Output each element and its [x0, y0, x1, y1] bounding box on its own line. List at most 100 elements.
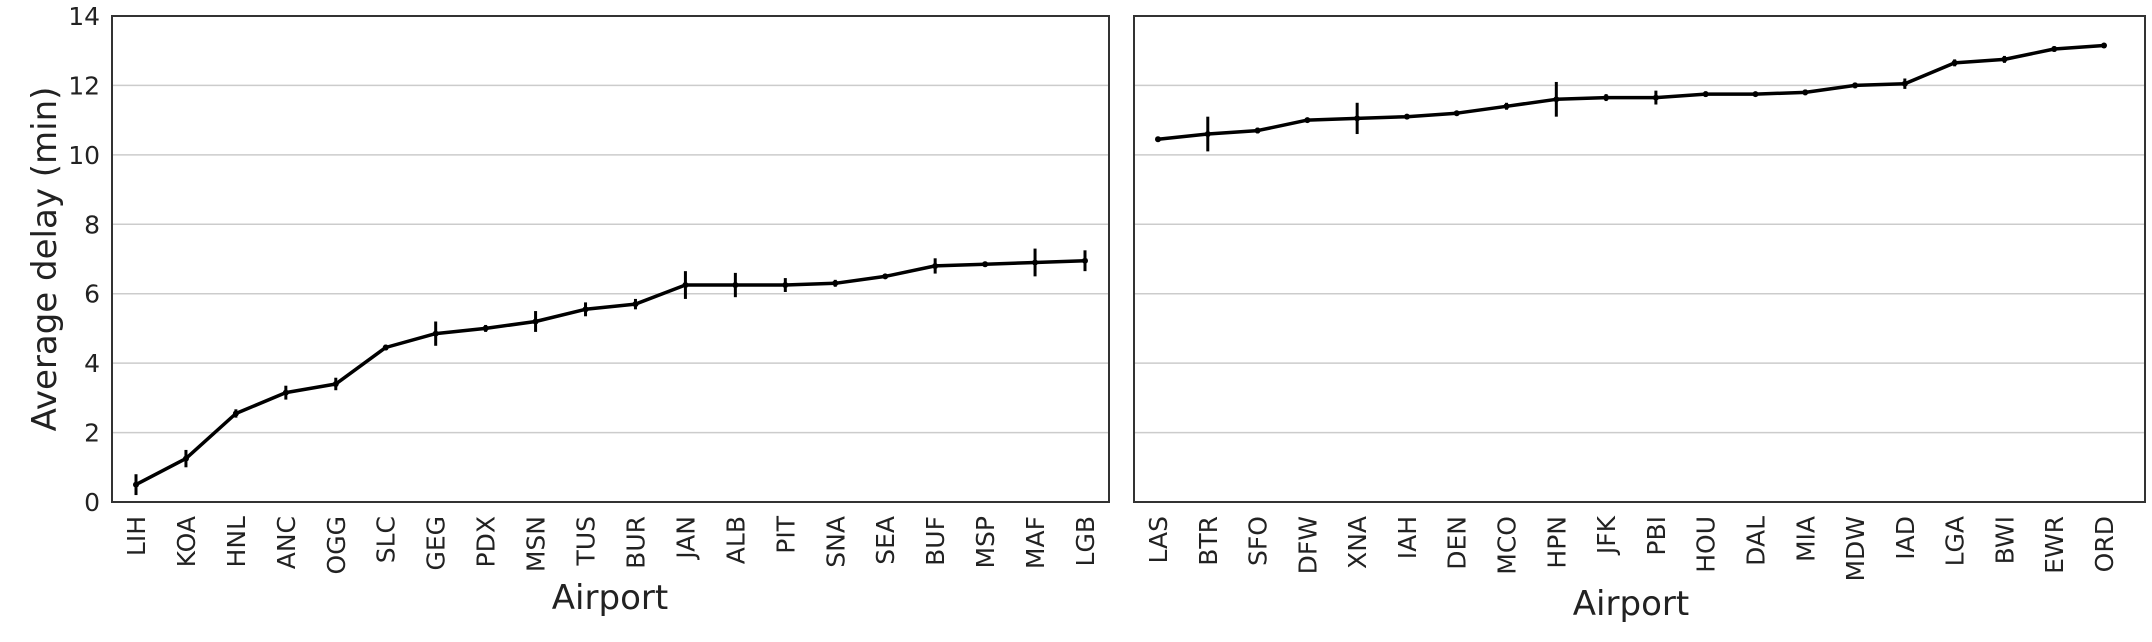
- x-tick-label: BUF: [921, 516, 950, 566]
- right-gridlines: [1134, 84, 2145, 434]
- y-tick-label: 10: [68, 141, 100, 170]
- data-point: [282, 389, 289, 396]
- x-tick-label: XNA: [1343, 516, 1372, 569]
- x-tick-label: DFW: [1293, 516, 1322, 574]
- left-x-axis-label: Airport: [552, 578, 668, 618]
- data-point: [1652, 94, 1659, 101]
- data-point: [1702, 91, 1709, 98]
- left-panel: 0 2 4 6 8 10 12 14 LIH KOA HNL ANC OGG SLC GEG PDX MSN T…: [25, 2, 1110, 618]
- data-point: [482, 325, 489, 332]
- x-tick-label: PBI: [1642, 516, 1671, 556]
- right-x-axis-label: Airport: [1573, 584, 1689, 624]
- series-line: [1157, 43, 2105, 141]
- data-point: [1553, 96, 1560, 103]
- x-tick-label: MSP: [971, 516, 1000, 569]
- x-tick-label: SFO: [1244, 516, 1273, 566]
- data-point: [1603, 94, 1610, 101]
- y-tick-label: 4: [84, 349, 100, 378]
- x-tick-label: LIH: [122, 516, 151, 556]
- x-tick-label: BTR: [1194, 516, 1223, 566]
- right-x-tick-labels: LAS BTR SFO DFW XNA IAH DEN MCO HPN JFK PBI HOU DAL M…: [1144, 515, 2119, 581]
- right-plot-frame: [1133, 15, 2146, 503]
- series-line: [135, 258, 1086, 487]
- right-panel: LAS BTR SFO DFW XNA IAH DEN MCO HPN JFK PBI HOU DAL M…: [1133, 15, 2146, 624]
- data-point: [1503, 103, 1510, 110]
- y-tick-label: 14: [68, 2, 100, 31]
- data-point: [2101, 42, 2107, 49]
- data-point: [1951, 59, 1958, 66]
- data-point: [182, 455, 189, 462]
- x-tick-label: MSN: [522, 516, 551, 572]
- data-point: [1802, 89, 1809, 96]
- data-point: [782, 282, 789, 289]
- y-tick-label: 6: [84, 280, 100, 309]
- x-tick-label: MDW: [1841, 516, 1870, 582]
- data-point: [1082, 257, 1088, 264]
- x-tick-label: IAD: [1891, 516, 1920, 560]
- data-point: [232, 410, 239, 417]
- x-tick-label: LAS: [1144, 516, 1173, 563]
- x-tick-label: GEG: [422, 516, 451, 571]
- data-point: [332, 380, 339, 387]
- y-tick-label: 0: [84, 488, 100, 517]
- left-series: [133, 248, 1088, 496]
- data-point: [1901, 80, 1908, 87]
- x-tick-label: HPN: [1542, 516, 1571, 569]
- x-tick-label: PDX: [472, 516, 501, 567]
- y-tick-label: 8: [84, 210, 100, 239]
- data-point: [382, 344, 389, 351]
- y-axis-label: Average delay (min): [25, 87, 65, 432]
- x-tick-label: MAF: [1021, 516, 1050, 569]
- x-tick-label: LGA: [1941, 516, 1970, 566]
- data-point: [1403, 113, 1410, 120]
- data-point: [1032, 259, 1039, 266]
- data-point: [732, 282, 739, 289]
- data-point: [2051, 45, 2058, 52]
- left-x-tick-labels: LIH KOA HNL ANC OGG SLC GEG PDX MSN TUS BUR JAN ALB P…: [122, 515, 1100, 574]
- data-point: [982, 261, 989, 268]
- x-tick-label: PIT: [771, 515, 800, 553]
- x-tick-label: JFK: [1592, 515, 1621, 556]
- x-tick-label: JAN: [671, 516, 700, 561]
- left-y-tick-labels: 0 2 4 6 8 10 12 14: [68, 2, 100, 517]
- x-tick-label: TUS: [572, 516, 601, 566]
- x-tick-label: EWR: [2040, 516, 2069, 574]
- data-point: [632, 301, 639, 308]
- x-tick-label: OGG: [322, 516, 351, 574]
- x-tick-label: MCO: [1493, 516, 1522, 575]
- data-point: [532, 318, 539, 325]
- x-tick-label: SLC: [372, 516, 401, 563]
- x-tick-label: ORD: [2090, 516, 2119, 572]
- data-point: [1254, 127, 1261, 134]
- x-tick-label: BUR: [621, 516, 650, 569]
- data-point: [1752, 91, 1759, 98]
- left-gridlines: [112, 84, 1109, 434]
- x-tick-label: ANC: [272, 516, 301, 569]
- data-point: [133, 481, 139, 488]
- data-point: [582, 306, 589, 313]
- x-tick-label: IAH: [1393, 516, 1422, 559]
- data-point: [832, 280, 839, 287]
- data-point: [1304, 117, 1311, 124]
- x-tick-label: DAL: [1741, 516, 1770, 566]
- data-point: [1204, 131, 1211, 138]
- data-point: [1354, 115, 1361, 122]
- x-tick-label: HNL: [222, 516, 251, 568]
- x-tick-label: SNA: [821, 516, 850, 568]
- y-tick-label: 12: [68, 71, 100, 100]
- right-series: [1155, 42, 2107, 152]
- data-point: [1852, 82, 1859, 89]
- x-tick-label: DEN: [1443, 516, 1472, 570]
- data-point: [682, 282, 689, 289]
- data-point: [882, 273, 889, 280]
- data-point: [932, 262, 939, 269]
- x-tick-label: KOA: [172, 516, 201, 567]
- left-plot-frame: [111, 15, 1110, 503]
- x-tick-label: LGB: [1071, 516, 1100, 566]
- y-tick-label: 2: [84, 419, 100, 448]
- x-tick-label: BWI: [1990, 516, 2019, 564]
- data-point: [432, 330, 439, 337]
- x-tick-label: ALB: [721, 516, 750, 564]
- data-point: [1453, 110, 1460, 117]
